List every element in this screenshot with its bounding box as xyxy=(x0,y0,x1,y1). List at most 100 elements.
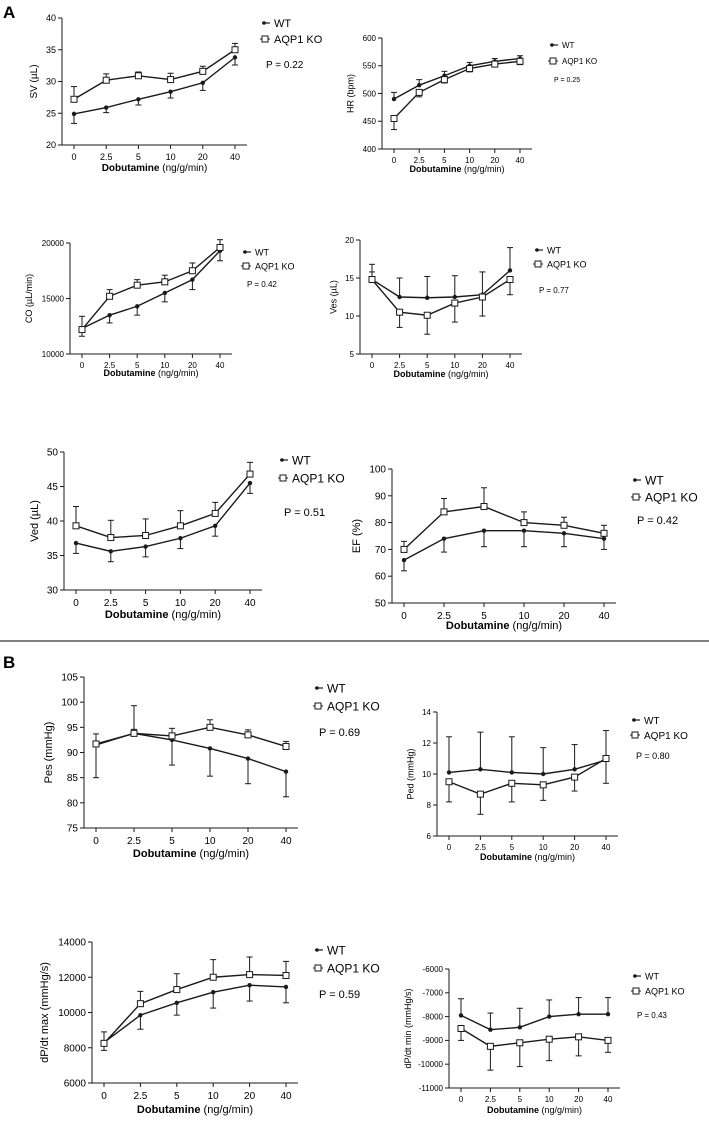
data-point-wt xyxy=(232,55,238,60)
data-point-wt xyxy=(168,89,173,94)
series-line xyxy=(75,473,251,539)
legend-wt-label: WT xyxy=(327,944,346,958)
y-tick-label: 90 xyxy=(67,748,79,759)
data-point-wt xyxy=(397,294,402,300)
legend-ko-marker xyxy=(242,262,250,270)
series-ko xyxy=(400,487,608,553)
x-tick-label: 10 xyxy=(160,361,169,370)
data-point-wt xyxy=(446,770,452,775)
x-tick-label: 40 xyxy=(598,611,610,622)
y-tick-label: 45 xyxy=(47,482,59,493)
data-point-ko xyxy=(168,732,176,740)
series-wt xyxy=(458,997,611,1032)
panel-label-b: B xyxy=(3,653,15,672)
x-axis-label-main: Dobutamine xyxy=(480,852,532,862)
legend-wt-label: WT xyxy=(645,971,659,981)
x-tick-label: 5 xyxy=(135,361,140,370)
x-axis-label-main: Dobutamine xyxy=(446,620,510,632)
data-point-ko xyxy=(209,973,217,981)
chart-pes: 75 80 85 90 95 100 105 0 2.5 5 10 20 40 Dobutamine (n… xyxy=(43,673,380,861)
series-line xyxy=(460,1013,608,1031)
data-point-ko xyxy=(167,76,175,84)
series-ko xyxy=(78,239,224,337)
data-point-ko xyxy=(476,790,484,798)
x-tick-label: 0 xyxy=(401,611,407,622)
data-point-ko xyxy=(560,521,568,529)
data-point-ko xyxy=(396,308,404,316)
legend-ko-marker xyxy=(279,474,287,482)
data-point-ko xyxy=(545,1035,553,1043)
chart-sv: 20 25 30 35 40 0 2.5 5 10 20 40 Dobutamine (ng/g/mi… xyxy=(29,13,323,174)
series-line xyxy=(448,759,607,775)
data-point-ko xyxy=(506,276,514,284)
y-tick-label: 90 xyxy=(375,491,387,502)
x-tick-label: 40 xyxy=(506,361,515,370)
data-point-ko xyxy=(246,470,254,478)
data-point-ko xyxy=(130,729,138,737)
x-axis-label-main: Dobutamine xyxy=(103,368,155,378)
series-ko xyxy=(390,57,524,131)
legend: WT AQP1 KO xyxy=(241,247,295,271)
data-point-ko xyxy=(457,1025,465,1032)
chart-ves: 5 10 15 20 0 2.5 5 10 20 40 Dobutamine (ng/g/min) V… xyxy=(328,236,586,379)
legend-ko-label: AQP1 KO xyxy=(644,731,688,742)
data-point-ko xyxy=(282,742,290,750)
x-tick-label: 5 xyxy=(174,1091,180,1102)
series-line xyxy=(403,505,605,550)
legend-ko-label: AQP1 KO xyxy=(562,57,597,66)
y-tick-label: 10 xyxy=(345,312,354,321)
x-tick-label: 10 xyxy=(539,843,548,852)
legend: WT AQP1 KO xyxy=(630,716,688,742)
data-point-ko xyxy=(516,1039,524,1047)
legend-ko-marker xyxy=(314,964,322,972)
x-tick-label: 2.5 xyxy=(414,156,426,165)
data-point-wt xyxy=(547,1014,552,1019)
data-point-wt xyxy=(143,544,148,549)
series-wt xyxy=(73,480,253,563)
y-axis-label: Ped (mmHg) xyxy=(405,748,415,799)
data-point-ko xyxy=(445,778,453,786)
legend-wt-marker xyxy=(243,250,247,254)
y-tick-label: 35 xyxy=(47,551,59,562)
x-tick-label: 20 xyxy=(574,1095,583,1104)
y-tick-label: 8 xyxy=(427,801,432,810)
x-axis-label: Dobutamine (ng/g/min) xyxy=(480,852,575,862)
data-point-ko xyxy=(211,509,219,517)
y-tick-label: 75 xyxy=(67,824,79,835)
x-axis-label-main: Dobutamine xyxy=(487,1105,539,1115)
data-point-wt xyxy=(108,549,114,554)
x-tick-label: 20 xyxy=(188,361,197,370)
chart-ef: 50 60 70 80 90 100 0 2.5 5 10 20 40 Dobutamine (ng/g… xyxy=(351,465,698,633)
data-point-ko xyxy=(423,311,431,319)
data-point-wt xyxy=(200,80,205,85)
x-tick-label: 40 xyxy=(244,598,256,609)
legend-wt-marker xyxy=(262,21,266,25)
data-point-wt xyxy=(71,111,77,117)
y-tick-label: 20 xyxy=(345,236,354,245)
x-tick-label: 20 xyxy=(244,1091,256,1102)
y-axis-label: dP/dt min (mmHg/s) xyxy=(403,988,413,1068)
data-point-wt xyxy=(73,540,79,546)
x-tick-label: 2.5 xyxy=(394,361,406,370)
y-tick-label: 60 xyxy=(375,572,387,583)
data-point-ko xyxy=(400,545,408,553)
y-axis-label: dP/dt max (mmHg/s) xyxy=(39,962,51,1063)
legend: WT AQP1 KO xyxy=(260,18,323,46)
data-point-ko xyxy=(72,522,80,530)
series-ko xyxy=(70,42,239,103)
x-axis-label-main: Dobutamine xyxy=(105,609,169,621)
data-point-wt xyxy=(417,82,422,88)
series-ko xyxy=(368,271,514,335)
y-tick-label: 80 xyxy=(67,798,79,809)
data-point-ko xyxy=(107,534,115,542)
data-point-wt xyxy=(509,770,514,775)
data-point-ko xyxy=(440,76,448,84)
chart-co: 10000 15000 20000 0 2.5 5 10 20 40 Dobutamine (ng… xyxy=(24,239,295,378)
x-axis-label-main: Dobutamine xyxy=(133,848,197,860)
x-tick-label: 5 xyxy=(518,1095,523,1104)
legend-ko-label: AQP1 KO xyxy=(547,259,587,269)
x-tick-label: 5 xyxy=(136,152,141,162)
legend-ko-label: AQP1 KO xyxy=(327,700,380,714)
